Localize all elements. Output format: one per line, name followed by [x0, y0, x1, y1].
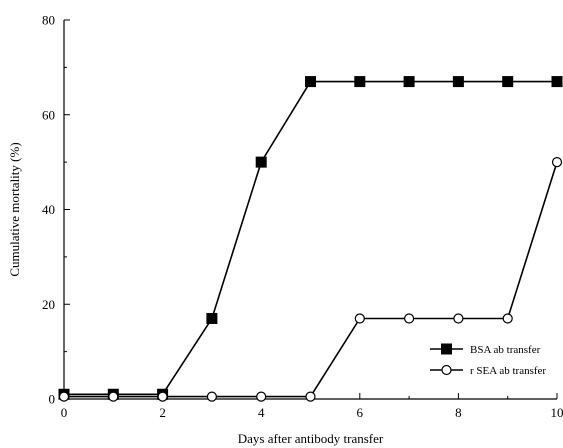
data-point-circle	[354, 313, 365, 324]
data-point-circle	[58, 391, 70, 402]
x-tick-label: 4	[258, 405, 265, 420]
data-point-square	[551, 76, 563, 88]
x-tick-label: 0	[61, 405, 68, 420]
data-point-square	[452, 76, 464, 88]
data-point-circle	[404, 313, 415, 324]
data-point-circle	[305, 391, 316, 402]
data-point-circle	[206, 391, 217, 402]
data-point-square	[502, 76, 514, 88]
x-tick-label: 10	[551, 405, 563, 420]
data-point-circle	[256, 391, 267, 402]
data-point-square	[354, 76, 366, 88]
data-point-circle	[157, 391, 168, 402]
legend-label: BSA ab transfer	[470, 344, 541, 356]
series-layer	[58, 76, 563, 402]
y-tick-label: 40	[42, 202, 55, 217]
data-point-square	[305, 76, 316, 88]
y-tick-label: 60	[42, 107, 55, 122]
data-point-circle	[551, 157, 563, 168]
legend-label: r SEA ab transfer	[470, 365, 546, 377]
legend-item: r SEA ab transfer	[430, 364, 546, 377]
y-tick-label: 0	[49, 392, 56, 407]
series-2	[58, 157, 563, 402]
series-line	[64, 161, 558, 398]
x-tick-label: 2	[159, 405, 166, 420]
legend-marker-circle	[441, 364, 452, 376]
data-point-circle	[108, 391, 119, 402]
data-point-square	[206, 312, 218, 324]
data-point-square	[255, 156, 267, 168]
y-axis-label: Cumulative mortality (%)	[7, 142, 22, 276]
legend: BSA ab transfer r SEA ab transfer	[430, 343, 546, 377]
x-tick-label: 8	[455, 405, 462, 420]
x-tick-label: 6	[357, 405, 364, 420]
y-tick-label: 80	[42, 13, 55, 28]
axes: 0 2 4 6 8 10 0 20 40 60 80	[42, 13, 563, 421]
legend-marker-square	[441, 343, 452, 355]
data-point-square	[403, 76, 415, 88]
y-tick-label: 20	[42, 297, 55, 312]
x-axis-label: Days after antibody transfer	[238, 431, 384, 446]
legend-item: BSA ab transfer	[430, 343, 541, 356]
data-point-circle	[502, 313, 513, 324]
data-point-circle	[453, 313, 464, 324]
